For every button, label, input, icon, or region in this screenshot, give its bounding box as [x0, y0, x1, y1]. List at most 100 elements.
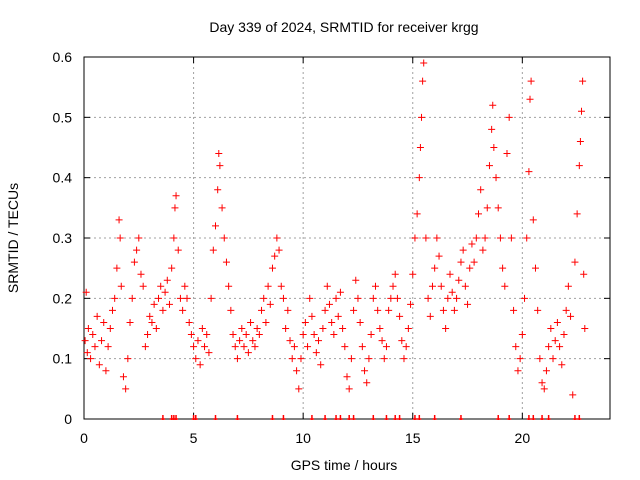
- data-point: [527, 77, 535, 85]
- baseline-marker: [496, 415, 501, 420]
- data-point: [569, 391, 577, 399]
- data-point: [299, 331, 307, 339]
- data-point: [205, 349, 213, 357]
- data-point: [249, 337, 257, 345]
- x-tick-label: 10: [295, 430, 311, 446]
- data-point: [455, 276, 463, 284]
- data-point: [187, 331, 195, 339]
- data-point: [98, 337, 106, 345]
- data-point: [534, 306, 542, 314]
- data-point: [183, 294, 191, 302]
- data-point: [391, 270, 399, 278]
- data-point: [319, 325, 327, 332]
- data-point: [332, 294, 340, 302]
- data-point: [444, 294, 452, 302]
- data-point: [505, 113, 513, 121]
- data-point: [117, 282, 125, 290]
- data-point: [155, 294, 163, 302]
- baseline-marker: [309, 415, 314, 420]
- data-point: [483, 204, 491, 212]
- data-point: [461, 282, 469, 290]
- data-point: [514, 367, 522, 375]
- data-point: [352, 276, 360, 284]
- data-point: [128, 294, 136, 302]
- y-tick-label: 0.5: [53, 109, 73, 125]
- data-point: [323, 282, 331, 290]
- data-point: [354, 294, 362, 302]
- data-point: [398, 337, 406, 345]
- data-point: [579, 77, 587, 85]
- data-point: [227, 306, 235, 314]
- data-point: [387, 294, 395, 302]
- data-point: [492, 174, 500, 182]
- data-point: [122, 385, 130, 393]
- data-point: [402, 343, 410, 351]
- data-point: [262, 318, 270, 326]
- data-point: [356, 318, 364, 326]
- data-point: [512, 343, 520, 351]
- data-point: [468, 240, 476, 248]
- data-point: [266, 300, 274, 308]
- data-point: [240, 343, 248, 351]
- baseline-marker: [235, 415, 240, 420]
- data-point: [126, 318, 134, 326]
- data-point: [258, 306, 266, 314]
- data-point: [194, 337, 202, 345]
- data-point: [536, 355, 544, 363]
- data-point: [196, 361, 204, 369]
- data-point: [448, 288, 456, 296]
- chart-title: Day 339 of 2024, SRMTID for receiver krg…: [209, 19, 478, 35]
- data-point: [551, 337, 559, 345]
- y-tick-label: 0: [64, 411, 72, 427]
- data-point: [503, 150, 511, 158]
- data-point: [428, 282, 436, 290]
- data-point: [185, 318, 193, 326]
- data-point: [499, 264, 507, 272]
- baseline-marker: [323, 415, 328, 420]
- data-point: [218, 204, 226, 212]
- data-point: [453, 294, 461, 302]
- data-point: [418, 113, 426, 121]
- data-point: [108, 306, 116, 314]
- grid-lines: [84, 57, 610, 419]
- data-point: [163, 276, 171, 284]
- data-point: [413, 210, 421, 218]
- data-point: [358, 343, 366, 351]
- data-point: [315, 337, 323, 345]
- y-tick-label: 0.4: [53, 170, 73, 186]
- data-point: [466, 264, 474, 272]
- data-point: [345, 385, 353, 393]
- data-point: [385, 306, 393, 314]
- data-point: [161, 288, 169, 296]
- data-point: [488, 125, 496, 133]
- data-point: [510, 306, 518, 314]
- baseline-markers: [160, 415, 582, 420]
- data-point: [135, 234, 143, 242]
- data-point: [157, 282, 165, 290]
- data-point: [133, 246, 141, 254]
- data-point: [341, 343, 349, 351]
- data-point: [229, 331, 237, 339]
- data-point: [558, 361, 566, 369]
- data-point: [479, 246, 487, 254]
- data-point: [411, 234, 419, 242]
- data-point: [496, 234, 504, 242]
- data-point: [152, 325, 160, 332]
- data-point: [523, 234, 531, 242]
- data-point: [367, 331, 375, 339]
- data-point: [251, 343, 259, 351]
- data-point: [192, 355, 200, 363]
- data-point: [531, 264, 539, 272]
- data-point: [382, 343, 390, 351]
- x-tick-label: 20: [515, 430, 531, 446]
- data-point: [141, 343, 149, 351]
- data-point: [571, 258, 579, 266]
- data-point: [106, 325, 114, 332]
- data-point: [225, 282, 233, 290]
- data-point: [365, 355, 373, 363]
- baseline-marker: [458, 415, 463, 420]
- data-point: [538, 379, 546, 387]
- baseline-marker: [334, 415, 339, 420]
- data-point: [207, 294, 215, 302]
